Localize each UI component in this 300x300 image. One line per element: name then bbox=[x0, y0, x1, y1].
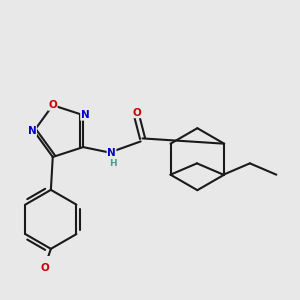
Text: O: O bbox=[41, 263, 50, 274]
Text: O: O bbox=[133, 108, 141, 118]
Text: H: H bbox=[110, 159, 117, 168]
Text: N: N bbox=[28, 126, 36, 136]
Text: O: O bbox=[48, 100, 57, 110]
Text: N: N bbox=[107, 148, 116, 158]
Text: N: N bbox=[81, 110, 89, 120]
